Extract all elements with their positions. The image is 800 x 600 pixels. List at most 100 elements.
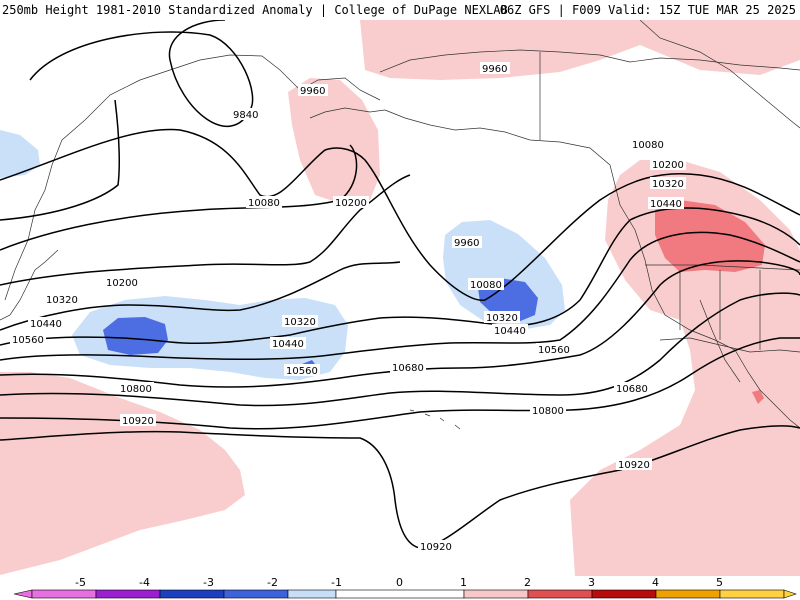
contour-label: 9960: [482, 64, 507, 75]
negative-anomaly-region: [103, 317, 168, 355]
label-backing: [616, 458, 652, 470]
contour-label: 10800: [120, 384, 152, 395]
contour-label: 10560: [12, 335, 44, 346]
label-backing: [468, 278, 504, 290]
contour-label: 10560: [538, 345, 570, 356]
contour-label-layer: 9840 9960 9960 10080 10080 10080 10200 1…: [10, 62, 686, 553]
contour-label: 10200: [106, 278, 138, 289]
contour-line: [0, 292, 800, 407]
positive-anomaly-region: [360, 20, 800, 80]
label-backing: [648, 197, 684, 209]
label-backing: [614, 382, 650, 394]
colorbar-swatch: [287, 589, 337, 599]
contour-label: 10440: [650, 199, 682, 210]
label-backing: [284, 364, 320, 376]
contour-label: 10920: [420, 542, 452, 553]
label-backing: [492, 324, 528, 336]
label-backing: [530, 404, 566, 416]
positive-anomaly-region: [752, 390, 764, 404]
label-backing: [120, 414, 156, 426]
island: [409, 409, 461, 430]
label-backing: [650, 158, 686, 170]
colorbar-tick-label: -2: [267, 576, 278, 589]
border: [659, 337, 800, 353]
contour-label: 9960: [300, 86, 325, 97]
colorbar-swatch: [719, 589, 785, 599]
contour-label: 10440: [30, 319, 62, 330]
colorbar-tick-label: 2: [524, 576, 531, 589]
contour-label: 10920: [122, 416, 154, 427]
contour-label: 10680: [616, 384, 648, 395]
label-backing: [44, 293, 80, 305]
coastlines: [0, 20, 800, 430]
label-backing: [270, 337, 306, 349]
colorbar-tick-label: 5: [716, 576, 723, 589]
contour-line: [0, 337, 800, 430]
colorbar-swatch: [591, 589, 657, 599]
label-backing: [231, 108, 261, 120]
label-backing: [418, 540, 454, 552]
label-backing: [536, 343, 572, 355]
contour-label: 10440: [494, 326, 526, 337]
colorbar-tick-label: 0: [396, 576, 403, 589]
anomaly-colorbar: -5 -4 -3 -2 -1 0 1 2 3 4 5: [0, 576, 800, 600]
contour-label: 10320: [46, 295, 78, 306]
colorbar-swatch: [95, 589, 161, 599]
coastline: [639, 20, 800, 129]
colorbar-tick-label: -4: [139, 576, 150, 589]
contour-line: [0, 261, 401, 331]
contour-line: [0, 144, 358, 251]
anomaly-map: 9840 9960 9960 10080 10080 10080 10200 1…: [0, 20, 800, 576]
border: [679, 270, 761, 350]
colorbar-swatch: [527, 589, 593, 599]
contour-label: 10560: [286, 366, 318, 377]
contour-line: [0, 425, 800, 549]
negative-anomaly-region: [0, 130, 40, 178]
contour-line: [0, 128, 800, 301]
label-backing: [630, 138, 666, 150]
contour-label: 10320: [284, 317, 316, 328]
coastline: [0, 249, 59, 321]
positive-anomaly-region: [655, 200, 765, 272]
colorbar-tick-label: 1: [460, 576, 467, 589]
colorbar-tick-label: 3: [588, 576, 595, 589]
coastline: [379, 49, 800, 73]
contour-label: 10920: [618, 460, 650, 471]
label-backing: [484, 311, 520, 323]
colorbar-tick-label: -5: [75, 576, 86, 589]
colorbar-tick-label: -1: [331, 576, 342, 589]
label-backing: [10, 333, 46, 345]
label-backing: [28, 317, 64, 329]
contour-line: [29, 20, 254, 127]
header-valid-time: 06Z GFS | F009 Valid: 15Z TUE MAR 25 202…: [499, 3, 796, 17]
label-backing: [333, 196, 369, 208]
contour-label: 10680: [392, 363, 424, 374]
contour-label: 10080: [632, 140, 664, 151]
coastline: [699, 299, 741, 383]
label-backing: [118, 382, 154, 394]
colorbar-swatch: [223, 589, 289, 599]
colorbar-tick-label: 4: [652, 576, 659, 589]
coastline: [309, 107, 386, 119]
label-backing: [452, 236, 482, 248]
header-title: 250mb Height 1981-2010 Standardized Anom…: [2, 3, 508, 17]
label-backing: [282, 315, 318, 327]
contour-label: 10800: [532, 406, 564, 417]
label-backing: [298, 84, 328, 96]
contour-line: [0, 99, 120, 221]
contour-label: 10320: [486, 313, 518, 324]
label-backing: [650, 177, 686, 189]
contour-label: 10080: [248, 198, 280, 209]
coastline: [4, 54, 381, 301]
positive-anomaly-region: [0, 372, 245, 575]
coastline: [384, 109, 800, 429]
colorbar-swatch: [655, 589, 721, 599]
label-backing: [104, 276, 140, 288]
map-header: 250mb Height 1981-2010 Standardized Anom…: [0, 0, 800, 20]
label-backing: [390, 361, 426, 373]
colorbar-swatch: [31, 589, 97, 599]
contour-label: 10200: [335, 198, 367, 209]
contour-label: 10320: [652, 179, 684, 190]
label-backing: [480, 62, 510, 74]
contour-label: 9840: [233, 110, 258, 121]
